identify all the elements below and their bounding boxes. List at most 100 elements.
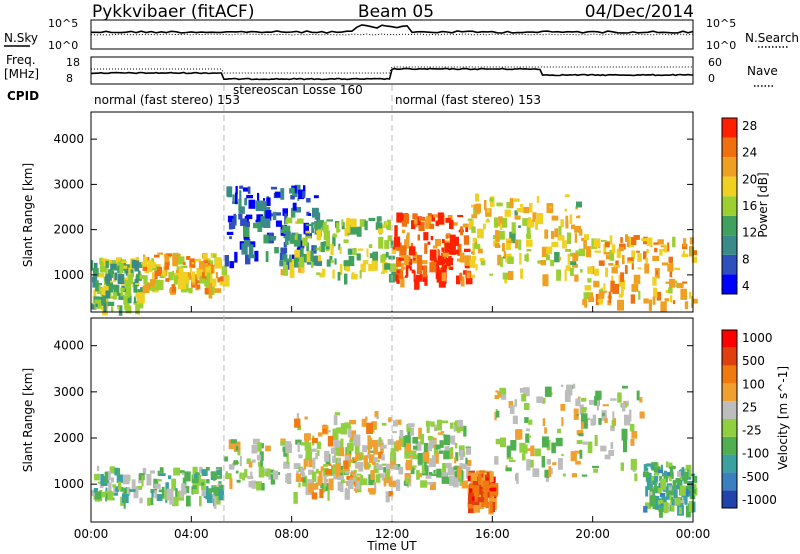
- vel-cells-cell: [667, 505, 674, 512]
- vel-cells-cell: [630, 458, 637, 471]
- power-cells-cell: [464, 255, 471, 266]
- vel-cells-cell: [157, 479, 162, 482]
- power-cells-cell: [541, 246, 549, 257]
- power-cells-cell: [311, 222, 314, 233]
- vel-cells-cell: [332, 455, 336, 462]
- vel-cells-cell: [683, 471, 688, 484]
- vel-cells-cell: [669, 476, 672, 482]
- vel-cells-cell: [407, 431, 410, 438]
- vel-cells-cell: [673, 489, 678, 498]
- vel-cells-cell: [311, 437, 318, 444]
- vel-cells-cell: [486, 472, 490, 478]
- vel-cells-cell: [387, 439, 394, 445]
- vel-cells-cell: [110, 477, 114, 483]
- power-cells-cell: [424, 243, 428, 254]
- vel-cells-cell: [151, 490, 154, 498]
- vel-cells-cell: [378, 437, 382, 446]
- vel-cells-cell: [213, 496, 217, 509]
- vel-cells-cell: [449, 448, 452, 460]
- power-cells-cell: [102, 294, 106, 304]
- power-cells-cell: [564, 269, 567, 281]
- colorbar-tick: 16: [742, 199, 757, 213]
- power-cells-cell: [549, 206, 552, 209]
- power-cells-cell: [305, 233, 312, 239]
- beam-title: Beam 05: [358, 2, 434, 22]
- vel-cells-cell: [472, 485, 480, 496]
- vel-cells-cell: [489, 501, 493, 513]
- vel-cells-cell: [562, 473, 566, 477]
- power-cells-cell: [243, 239, 251, 247]
- vel-cells-cell: [375, 474, 381, 483]
- vel-cells-cell: [570, 451, 577, 462]
- vel-cells-cell: [501, 389, 507, 400]
- power-cells-cell: [283, 265, 288, 276]
- power-cells-cell: [95, 280, 99, 292]
- power-cells-cell: [178, 267, 184, 279]
- vel-cells-cell: [216, 469, 221, 475]
- vel-cells-cell: [141, 475, 144, 487]
- power-cells-cell: [285, 219, 288, 224]
- power-cells-cell: [151, 272, 155, 282]
- vel-cells-cell: [427, 481, 434, 485]
- power-cells-cell: [257, 192, 260, 203]
- power-cells-cell: [214, 257, 222, 269]
- vel-cells-cell: [551, 442, 556, 454]
- vel-cells-cell: [201, 469, 208, 476]
- power-cells-cell: [465, 276, 473, 285]
- vel-cells-cell: [546, 459, 551, 465]
- power-cells-cell: [344, 273, 348, 285]
- power-cells-cell: [117, 274, 125, 285]
- power-cells-cell: [248, 254, 256, 259]
- vel-cells-cell: [555, 437, 563, 447]
- power-cells-cell: [411, 269, 415, 274]
- power-cells-cell: [622, 280, 626, 290]
- power-cells-cell: [362, 260, 369, 265]
- power-cells-cell: [291, 232, 299, 236]
- power-cells-cell: [484, 200, 487, 211]
- power-cells-cell: [394, 225, 398, 237]
- power-cells-cell: [516, 208, 524, 213]
- colorbar-swatch: [722, 383, 737, 402]
- power-cells-cell: [306, 211, 310, 216]
- power-ylabel: Slant Range [km]: [21, 163, 35, 267]
- colorbar-swatch: [722, 436, 737, 455]
- vel-cells-cell: [668, 466, 675, 469]
- power-cells-cell: [579, 228, 583, 236]
- power-cells-cell: [576, 216, 580, 219]
- power-cells-cell: [597, 299, 604, 303]
- noise-right-tick-bottom: 10^0: [706, 39, 736, 52]
- power-cells-cell: [314, 231, 318, 235]
- colorbar-tick: 100: [742, 377, 765, 391]
- vel-cells-cell: [595, 390, 602, 400]
- vel-cells-cell: [526, 459, 531, 471]
- vel-cells-cell: [295, 473, 302, 482]
- colorbar-tick: 25: [742, 400, 757, 414]
- power-cells-cell: [593, 238, 600, 248]
- vel-cells-cell: [457, 420, 463, 427]
- vel-cells-cell: [114, 467, 118, 476]
- power-cells-cell: [194, 258, 202, 262]
- vel-cells-cell: [451, 442, 456, 445]
- power-cells-cell: [204, 288, 212, 295]
- noise-sky-label: N.Sky: [4, 31, 38, 45]
- power-cells-cell: [396, 257, 402, 267]
- power-cells-cell: [456, 275, 461, 285]
- vel-cells-cell: [166, 488, 174, 500]
- power-cells-cell: [412, 251, 418, 264]
- power-cells-cell: [243, 225, 250, 237]
- vel-cells-cell: [248, 481, 253, 488]
- vel-cells-cell: [420, 480, 428, 488]
- power-cells-cell: [631, 237, 637, 246]
- power-cells-cell: [569, 267, 574, 276]
- vel-cells-cell: [388, 491, 393, 497]
- power-cells-cell: [584, 285, 592, 291]
- xtick-label: 16:00: [475, 527, 510, 541]
- power-cells-cell: [413, 219, 418, 225]
- power-cells-cell: [298, 189, 305, 200]
- vel-cells-cell: [506, 457, 514, 460]
- vel-cells-cell: [596, 400, 599, 411]
- vel-cells-cell: [126, 487, 130, 495]
- vel-cells-cell: [349, 419, 356, 425]
- vel-cells-cell: [182, 477, 187, 486]
- vel-cells-cell: [280, 438, 286, 441]
